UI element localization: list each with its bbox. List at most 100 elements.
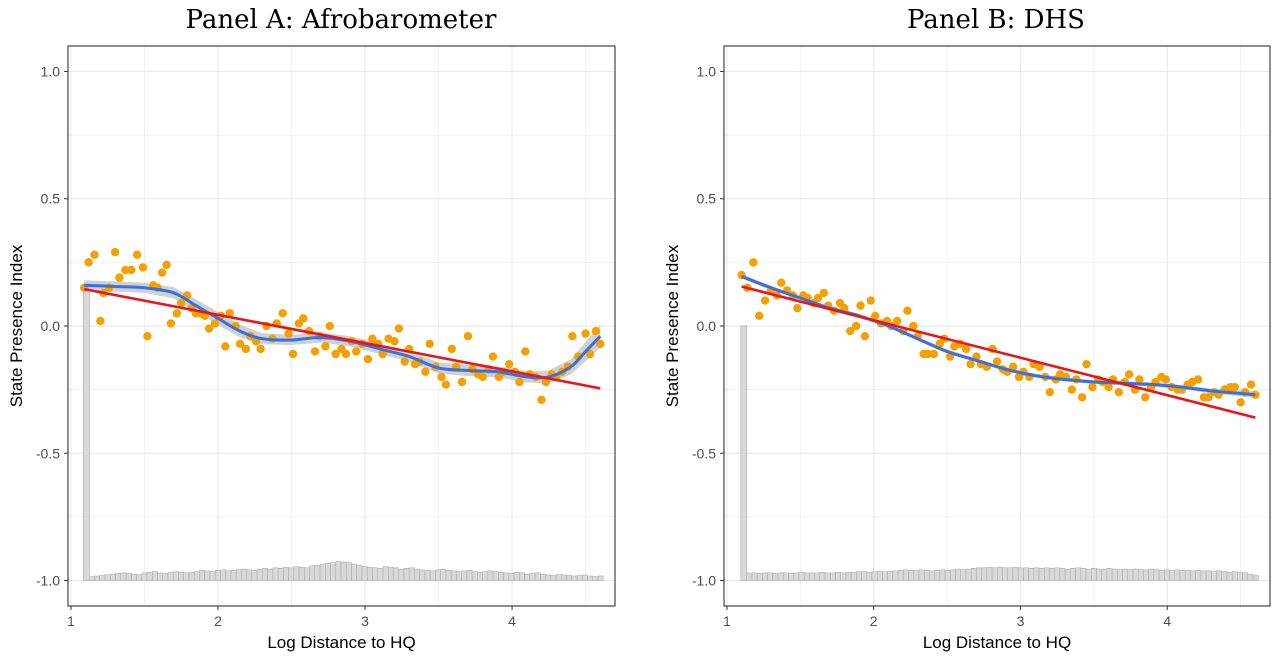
histogram-bar [908,570,915,581]
histogram-bar [1038,568,1045,581]
histogram-bar [1252,575,1259,581]
x-tick-label: 2 [214,613,222,629]
histogram-bar [934,570,941,581]
data-point [157,268,167,277]
data-point [278,309,287,318]
histogram-bar [193,571,200,581]
histogram-bar [597,575,604,581]
data-point [541,377,551,387]
data-point [1114,387,1124,397]
histogram-bar [545,574,552,581]
histogram-bar [866,571,873,581]
histogram-bar [393,567,399,581]
data-point [755,311,764,321]
x-tick-label: 4 [1163,613,1171,629]
data-point [204,324,214,333]
histogram-bar [939,569,946,581]
histogram-bar [897,570,904,581]
x-tick-label: 4 [508,613,516,629]
histogram-bar [382,566,389,581]
y-tick-label: 0.5 [41,191,61,207]
histogram-bar [550,575,557,581]
data-point [1204,393,1213,402]
histogram-bar [892,570,899,581]
histogram-bar [1064,568,1071,581]
histogram-bar [1211,571,1217,581]
data-point [368,334,377,343]
histogram-bar [1127,569,1134,581]
histogram-bar [167,572,174,581]
data-point [760,296,770,305]
histogram-bar [1033,567,1040,581]
histogram-bar [871,571,878,581]
x-tick-label: 3 [1017,613,1025,629]
linear-fit-line [83,287,601,390]
x-tick-label: 1 [723,613,731,629]
histogram-bar [325,562,331,581]
histogram-bar [172,571,179,581]
data-point [819,288,829,298]
histogram-bar [125,573,132,581]
histogram-bar [1205,570,1212,581]
data-point [923,349,933,359]
histogram-bar [319,563,326,581]
histogram-bar [356,565,363,581]
histogram-bar [1184,570,1191,581]
histogram-bar [788,573,794,581]
y-tick-label: 1.0 [697,63,717,79]
confidence-ribbon [741,273,1256,399]
data-point [378,349,387,359]
histogram-bar [561,574,567,581]
histogram-bar [1044,567,1050,581]
histogram-bar [256,568,263,581]
histogram-bar [571,575,578,581]
data-point [1135,375,1144,384]
data-point [390,337,399,346]
histogram-bar [1247,573,1254,581]
data-point [138,263,148,272]
histogram-bar [1028,568,1035,581]
histogram-bar [1080,568,1087,581]
histogram-bar [1169,570,1175,581]
y-tick-label: 1.0 [41,63,61,79]
histogram-bar [751,572,758,581]
histogram-bar [840,572,847,581]
histogram-bar [566,575,573,581]
data-point [121,265,130,275]
histogram-bar [1070,568,1076,581]
data-point [310,347,320,356]
data-point [992,357,1002,366]
data-point [210,319,220,328]
histogram-bar [1023,567,1029,581]
histogram-bar [492,571,499,581]
histogram-bar [314,565,321,581]
data-point [1236,398,1245,407]
data-point [352,347,361,356]
histogram-bar [819,572,826,581]
histogram-bar [288,567,295,581]
histogram-bar [746,572,753,581]
histogram-bar [944,570,951,581]
data-point [793,303,802,313]
histogram-bar [246,569,253,581]
histogram-bar [856,571,862,581]
histogram-bar [351,563,358,581]
data-point [221,342,230,351]
data-point [537,395,546,405]
histogram-bar [188,571,195,581]
histogram-bar [131,573,137,581]
data-point [1251,390,1260,399]
histogram-bar [887,570,894,581]
data-point [581,329,590,338]
y-axis-title: State Presence Index [7,244,26,407]
data-point [110,247,120,257]
data-point [1045,387,1055,397]
histogram-bar [1096,568,1102,581]
histogram-bar [419,569,426,581]
histogram-bar [141,572,148,581]
histogram-bar [587,575,593,581]
histogram-bar [183,572,190,581]
data-point [256,344,265,354]
histogram-bar [950,569,956,581]
data-point [143,331,152,341]
